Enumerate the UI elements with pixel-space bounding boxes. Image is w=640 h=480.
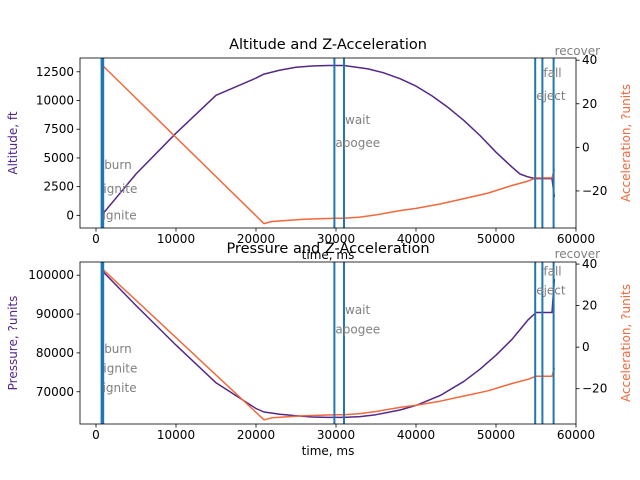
event-label-burn: burn xyxy=(104,158,132,172)
y-left-axis-label: Altitude, ft xyxy=(6,111,20,175)
event-label-fall: fall xyxy=(543,66,561,80)
event-label-wait: wait xyxy=(345,113,371,127)
event-label-recover: recover xyxy=(555,44,600,58)
event-label-recover: recover xyxy=(555,247,600,261)
x-tick-label: 60000 xyxy=(557,428,595,442)
chart-title: Pressure and Z-Acceleration xyxy=(226,241,429,257)
y-left-tick-label: 5000 xyxy=(43,151,74,165)
x-tick-label: 30000 xyxy=(317,232,355,246)
y-left-tick-label: 0 xyxy=(66,208,74,222)
x-tick-label: 40000 xyxy=(397,428,435,442)
y-right-tick-label: 40 xyxy=(582,53,597,67)
x-tick-label: 30000 xyxy=(317,428,355,442)
y-right-axis-label: Acceleration, ?units xyxy=(619,284,633,402)
event-label-ignite: ignite xyxy=(103,208,137,222)
y-right-tick-label: 0 xyxy=(582,340,590,354)
y-right-tick-label: 0 xyxy=(582,140,590,154)
acceleration-series-line xyxy=(101,267,556,421)
x-tick-label: 20000 xyxy=(237,428,275,442)
y-left-tick-label: 10000 xyxy=(36,94,74,108)
y-left-tick-label: 12500 xyxy=(36,65,74,79)
event-label-apogee: apogee xyxy=(335,136,380,150)
altitude-series-line xyxy=(101,64,556,216)
y-right-tick-label: −20 xyxy=(582,382,607,396)
event-label-burn: burn xyxy=(104,342,132,356)
y-right-axis-label: Acceleration, ?units xyxy=(619,84,633,202)
event-label-eject: eject xyxy=(536,284,566,298)
y-left-tick-label: 80000 xyxy=(36,346,74,360)
event-label-fall: fall xyxy=(543,264,561,278)
y-left-axis-label: Pressure, ?units xyxy=(6,296,20,391)
event-label-apogee: apogee xyxy=(335,323,380,337)
y-left-tick-label: 7500 xyxy=(43,122,74,136)
x-tick-label: 20000 xyxy=(237,232,275,246)
y-right-tick-label: −20 xyxy=(582,184,607,198)
event-label-wait: wait xyxy=(345,303,371,317)
plot-frame xyxy=(79,261,577,425)
x-axis-label: time, ms xyxy=(302,248,355,262)
y-right-tick-label: 40 xyxy=(582,257,597,271)
y-left-tick-label: 2500 xyxy=(43,180,74,194)
x-tick-label: 50000 xyxy=(477,232,515,246)
event-label-ignite: ignite xyxy=(103,381,137,395)
event-label-eject: eject xyxy=(536,89,566,103)
x-tick-label: 60000 xyxy=(557,232,595,246)
pressure-series-line xyxy=(101,269,556,419)
chart-title: Altitude and Z-Acceleration xyxy=(229,37,427,53)
y-right-tick-label: 20 xyxy=(582,299,597,313)
y-left-tick-label: 100000 xyxy=(28,268,74,282)
y-left-tick-label: 70000 xyxy=(36,385,74,399)
x-tick-label: 10000 xyxy=(157,232,195,246)
x-tick-label: 0 xyxy=(92,232,100,246)
x-tick-label: 50000 xyxy=(477,428,515,442)
y-left-tick-label: 90000 xyxy=(36,307,74,321)
y-right-tick-label: 20 xyxy=(582,97,597,111)
chart-1: ignite ignite burn apogee wait eject fall recov… xyxy=(6,241,633,458)
chart-0: ignite ignite burn apogee wait eject fall recov… xyxy=(6,37,633,262)
event-label-ignite: ignite xyxy=(103,182,137,196)
x-tick-label: 10000 xyxy=(157,428,195,442)
acceleration-series-line xyxy=(101,63,556,225)
x-tick-label: 40000 xyxy=(397,232,435,246)
x-tick-label: 0 xyxy=(92,428,100,442)
plot-frame xyxy=(79,57,577,229)
event-label-ignite: ignite xyxy=(103,361,137,375)
x-axis-label: time, ms xyxy=(302,444,355,458)
